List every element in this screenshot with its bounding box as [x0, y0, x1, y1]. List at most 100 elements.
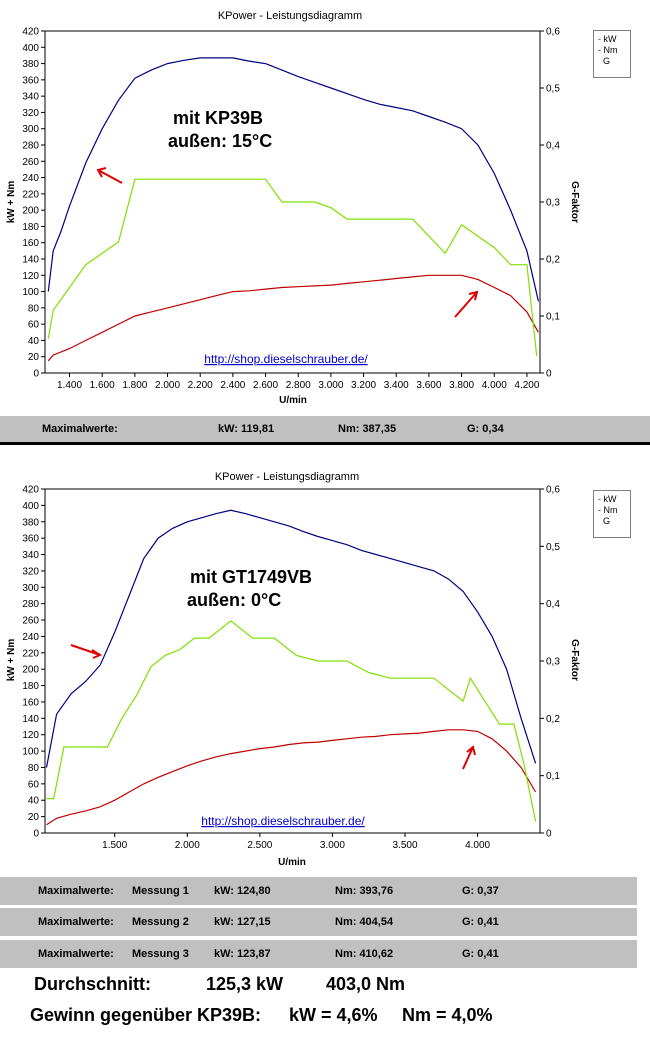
y-tick-label-right: 0,2: [546, 255, 560, 266]
y-tick-label-right: 0,6: [546, 485, 560, 496]
y-tick-label-left: 240: [22, 173, 39, 184]
summary-2-nm: Nm: 410,62: [335, 948, 394, 960]
chart-2-annotation-line1: mit GT1749VB: [190, 567, 312, 587]
summary-2-label: Maximalwerte:: [38, 916, 114, 928]
y-tick-label-left: 140: [22, 255, 39, 266]
y-tick-label-left: 120: [22, 271, 39, 282]
x-tick-label: 4.000: [465, 840, 490, 851]
summary-2-g: G: 0,41: [462, 916, 499, 928]
y-tick-label-left: 320: [22, 108, 39, 119]
x-tick-label: 3.000: [320, 840, 345, 851]
summary-2-nm: Nm: 393,76: [335, 885, 394, 897]
y-tick-label-left: 20: [28, 352, 40, 363]
y-tick-label-left: 360: [22, 534, 39, 545]
summary-2-kw: kW: 127,15: [214, 916, 271, 928]
summary-1-label: Maximalwerte:: [42, 423, 118, 435]
gain-nm: Nm = 4,0%: [402, 1005, 493, 1025]
summary-bar-messung-1: Maximalwerte: Messung 1 kW: 124,80 Nm: 3…: [0, 877, 637, 905]
y-tick-label-left: 320: [22, 566, 39, 577]
summary-2-nm: Nm: 404,54: [335, 916, 394, 928]
y-tick-label-left: 160: [22, 697, 39, 708]
y-tick-label-left: 40: [28, 336, 40, 347]
y-tick-label-left: 120: [22, 730, 39, 741]
x-tick-label: 3.800: [449, 380, 474, 391]
y-tick-label-left: 280: [22, 141, 39, 152]
x-tick-label: 2.200: [188, 380, 213, 391]
x-tick-label: 2.000: [175, 840, 200, 851]
summary-1-kw: kW: 119,81: [218, 423, 275, 435]
y-tick-label-left: 220: [22, 648, 39, 659]
y-tick-label-left: 180: [22, 681, 39, 692]
x-tick-label: 2.000: [155, 380, 180, 391]
series-line-nm: [47, 57, 539, 302]
average-label: Durchschnitt:: [34, 974, 151, 994]
chart-2-arrow-right: [462, 745, 476, 770]
summary-2-g: G: 0,41: [462, 948, 499, 960]
summary-2-kw: kW: 123,87: [214, 948, 271, 960]
legend-g: G: [603, 56, 611, 66]
gain-label: Gewinn gegenüber KP39B:: [30, 1005, 262, 1025]
gain-kw: kW = 4,6%: [289, 1005, 378, 1025]
y-tick-label-right: 0,5: [546, 84, 560, 95]
y-tick-label-right: 0,1: [546, 312, 560, 323]
y-tick-label-left: 200: [22, 665, 39, 676]
x-tick-label: 3.000: [318, 380, 343, 391]
y-tick-label-left: 400: [22, 43, 39, 54]
chart-2-xlabel: U/min: [278, 857, 306, 868]
x-tick-label: 4.000: [482, 380, 507, 391]
y-tick-label-right: 0,5: [546, 542, 560, 553]
y-tick-label-left: 420: [22, 485, 39, 496]
x-tick-label: 1.400: [57, 380, 82, 391]
y-tick-label-left: 380: [22, 59, 39, 70]
legend-kw: - kW: [598, 34, 617, 44]
y-tick-label-left: 0: [33, 369, 39, 380]
y-tick-label-left: 20: [28, 812, 40, 823]
chart-1-legend: - kW - Nm G: [593, 30, 631, 78]
chart-2-ylabel-right: G-Faktor: [569, 639, 580, 681]
y-tick-label-left: 80: [28, 763, 40, 774]
y-tick-label-left: 300: [22, 124, 39, 135]
summary-bar-messung-3: Maximalwerte: Messung 3 kW: 123,87 Nm: 4…: [0, 940, 637, 968]
summary-2-kw: kW: 124,80: [214, 885, 271, 897]
y-tick-label-left: 0: [33, 829, 39, 840]
summary-1-g: G: 0,34: [467, 423, 504, 435]
y-tick-label-left: 140: [22, 714, 39, 725]
summary-2-g: G: 0,37: [462, 885, 499, 897]
chart-1-annotation-line1: mit KP39B: [173, 108, 263, 128]
x-tick-label: 2.400: [220, 380, 245, 391]
series-line-g: [46, 620, 537, 822]
y-tick-label-left: 180: [22, 222, 39, 233]
chart-2-url[interactable]: http://shop.dieselschrauber.de/: [201, 814, 365, 828]
chart-1-ylabel-right: G-Faktor: [569, 181, 580, 223]
chart-1-arrow-left: [96, 167, 123, 184]
summary-bar-1: Maximalwerte: kW: 119,81 Nm: 387,35 G: 0…: [0, 416, 650, 442]
y-tick-label-left: 80: [28, 303, 40, 314]
y-tick-label-left: 260: [22, 616, 39, 627]
y-tick-label-left: 240: [22, 632, 39, 643]
x-tick-label: 3.500: [392, 840, 417, 851]
x-tick-label: 3.200: [351, 380, 376, 391]
summary-2-messung: Messung 2: [132, 916, 189, 928]
y-tick-label-left: 380: [22, 517, 39, 528]
chart-1-annotation-line2: außen: 15°C: [168, 131, 272, 151]
y-tick-label-right: 0,3: [546, 657, 560, 668]
x-tick-label: 3.600: [416, 380, 441, 391]
y-tick-label-left: 160: [22, 238, 39, 249]
chart-1-title: KPower - Leistungsdiagramm: [218, 10, 362, 22]
y-tick-label-left: 60: [28, 779, 40, 790]
summary-2-messung: Messung 3: [132, 948, 189, 960]
y-tick-label-left: 360: [22, 75, 39, 86]
chart-1-ylabel-left: kW + Nm: [6, 181, 17, 224]
y-tick-label-right: 0,1: [546, 771, 560, 782]
y-tick-label-left: 220: [22, 189, 39, 200]
y-tick-label-right: 0,3: [546, 198, 560, 209]
y-tick-label-left: 260: [22, 157, 39, 168]
y-tick-label-left: 100: [22, 287, 39, 298]
x-tick-label: 3.400: [384, 380, 409, 391]
legend-nm: - Nm: [598, 505, 618, 515]
y-tick-label-right: 0: [546, 369, 552, 380]
y-tick-label-left: 300: [22, 583, 39, 594]
series-line-kw: [47, 274, 539, 362]
chart-1-url[interactable]: http://shop.dieselschrauber.de/: [204, 352, 368, 366]
y-tick-label-right: 0,4: [546, 141, 560, 152]
